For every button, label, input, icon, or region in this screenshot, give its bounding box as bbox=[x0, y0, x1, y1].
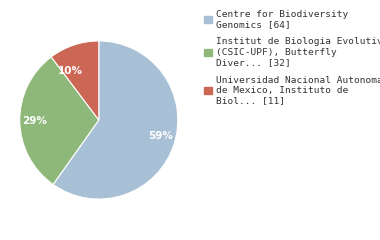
Wedge shape bbox=[51, 41, 99, 120]
Text: 59%: 59% bbox=[148, 131, 173, 141]
Text: 10%: 10% bbox=[57, 66, 82, 76]
Text: 29%: 29% bbox=[22, 116, 48, 126]
Wedge shape bbox=[20, 57, 99, 185]
Legend: Centre for Biodiversity
Genomics [64], Institut de Biologia Evolutiva
(CSIC-UPF): Centre for Biodiversity Genomics [64], I… bbox=[204, 10, 380, 106]
Wedge shape bbox=[53, 41, 178, 199]
